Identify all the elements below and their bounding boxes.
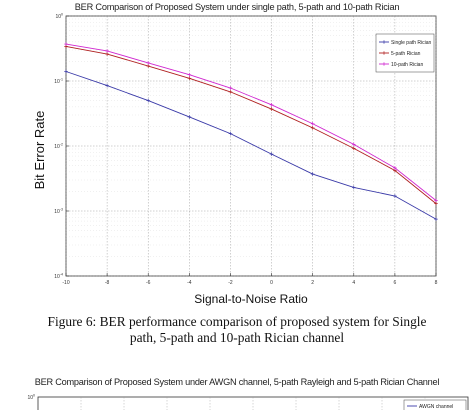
plot-area	[65, 15, 437, 277]
data-point	[310, 172, 315, 176]
data-point	[434, 198, 438, 203]
data-point	[64, 69, 68, 74]
data-point	[105, 83, 109, 88]
data-point	[146, 98, 151, 103]
chart2-legend-label: AWGN channel	[419, 404, 453, 410]
legend-item: 10-path Rician	[379, 62, 423, 68]
y-tick-label: 10-3	[54, 208, 63, 216]
data-point	[228, 86, 233, 90]
data-point	[393, 166, 397, 170]
legend-label: 10-path Rician	[391, 62, 423, 68]
data-point	[187, 115, 192, 119]
y-tick-label: 10-1	[54, 78, 63, 86]
data-point	[187, 76, 192, 81]
chart2-frame: 100 AWGN channel	[27, 394, 469, 410]
y-tick-label: 10-4	[54, 273, 63, 281]
chart2-legend-box	[403, 399, 467, 410]
chart-legend: Single path Rician 5-path Rician 10-path R…	[375, 33, 435, 73]
data-point	[228, 90, 233, 94]
y-tick-label: 100	[55, 13, 63, 21]
x-axis-label: Signal-to-Noise Ratio	[194, 292, 308, 306]
chart2-y-tick-label: 100	[27, 394, 35, 402]
x-tick-label: -10	[62, 280, 69, 286]
data-point	[351, 146, 356, 151]
data-point	[310, 126, 315, 130]
x-tick-label: -4	[187, 280, 192, 286]
legend-item: 5-path Rician	[379, 51, 421, 57]
series-single-path-rician	[64, 69, 438, 221]
x-tick-label: -6	[146, 280, 151, 286]
data-point	[351, 185, 356, 190]
chart-frame	[65, 15, 437, 277]
data-point	[310, 121, 315, 126]
data-point	[269, 107, 274, 111]
figure-caption: Figure 6: BER performance comparison of …	[20, 314, 454, 346]
chart-ticks: -10 -8 -6 -4 -2 0 2 4 6 8 100 10-1 10-2 10-3 10-4	[54, 13, 437, 287]
data-point	[269, 103, 274, 107]
series-line	[65, 43, 437, 201]
x-tick-label: 8	[435, 280, 438, 286]
caption-line-2: path, 5-path and 10-path Rician channel	[129, 330, 345, 345]
x-tick-label: -8	[105, 280, 110, 286]
data-point	[64, 42, 68, 46]
data-point	[434, 217, 438, 221]
chart-title: BER Comparison of Proposed System under …	[74, 2, 400, 12]
data-point	[105, 52, 109, 56]
data-point	[105, 49, 109, 53]
legend-item: Single path Rician	[379, 40, 432, 46]
x-tick-label: 0	[270, 280, 273, 286]
series-line	[65, 71, 437, 220]
data-point	[351, 142, 356, 147]
data-point	[393, 194, 397, 198]
chart2-legend: AWGN channel	[403, 399, 467, 410]
data-point	[228, 131, 233, 136]
data-point	[269, 152, 274, 156]
legend-label: Single path Rician	[391, 40, 432, 46]
x-tick-label: 2	[311, 280, 314, 286]
caption-line-1: Figure 6: BER performance comparison of …	[47, 314, 427, 329]
data-point	[146, 64, 151, 68]
y-axis-label: Bit Error Rate	[32, 111, 47, 190]
chart-series	[64, 42, 438, 221]
y-tick-label: 10-2	[54, 143, 63, 151]
legend-label: 5-path Rician	[391, 51, 421, 57]
data-point	[187, 72, 192, 77]
x-tick-label: 6	[393, 280, 396, 286]
x-tick-label: -2	[228, 280, 233, 286]
data-point	[434, 201, 438, 206]
series-line	[65, 46, 437, 204]
chart2-title: BER Comparison of Proposed System under …	[34, 377, 440, 387]
data-point	[146, 61, 151, 65]
legend-box	[375, 33, 435, 73]
x-tick-label: 4	[352, 280, 355, 286]
series-10-path-rician	[64, 42, 438, 203]
